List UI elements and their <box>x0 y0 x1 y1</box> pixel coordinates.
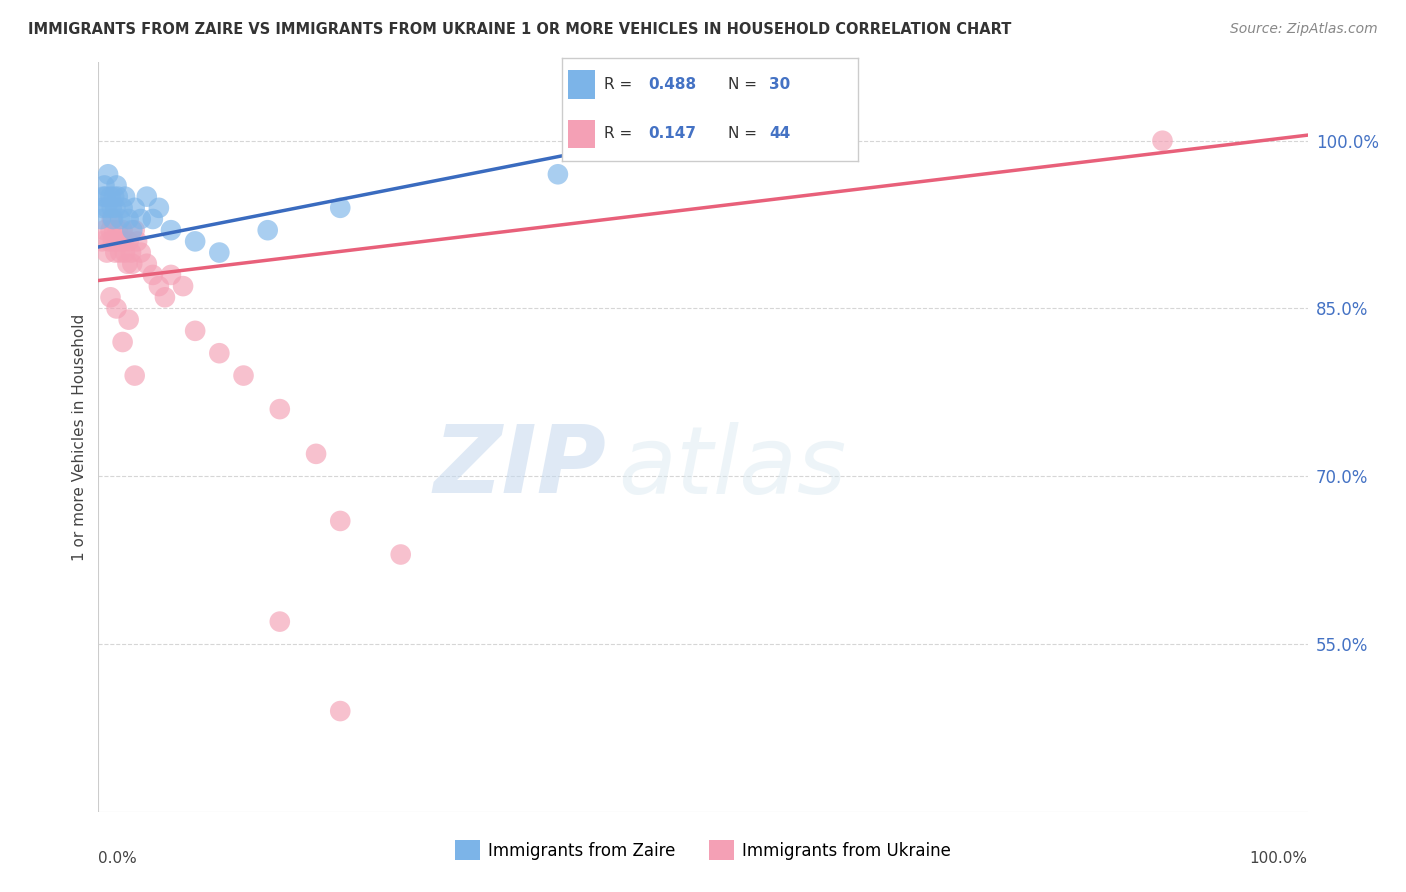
Text: ZIP: ZIP <box>433 421 606 513</box>
Text: 0.147: 0.147 <box>648 127 696 142</box>
Point <box>100 212 122 227</box>
Point <box>94 189 117 203</box>
Point <box>547 167 569 181</box>
Point <box>269 615 291 629</box>
Point <box>124 368 146 383</box>
Point <box>108 245 131 260</box>
Point <box>124 223 146 237</box>
Point <box>232 368 254 383</box>
Text: atlas: atlas <box>619 422 846 513</box>
Point <box>101 212 124 227</box>
Point <box>142 212 165 227</box>
Point <box>127 235 149 249</box>
Point <box>129 245 152 260</box>
Point <box>121 223 143 237</box>
Point <box>118 212 141 227</box>
FancyBboxPatch shape <box>568 120 595 148</box>
Point <box>100 290 122 304</box>
Point <box>160 223 183 237</box>
Point <box>142 268 165 282</box>
Text: IMMIGRANTS FROM ZAIRE VS IMMIGRANTS FROM UKRAINE 1 OR MORE VEHICLES IN HOUSEHOLD: IMMIGRANTS FROM ZAIRE VS IMMIGRANTS FROM… <box>28 22 1011 37</box>
Point <box>148 201 170 215</box>
Point <box>96 201 118 215</box>
Point <box>148 279 170 293</box>
Point <box>105 178 128 193</box>
Point <box>153 290 176 304</box>
Text: N =: N = <box>728 127 762 142</box>
Point <box>111 334 134 349</box>
Point <box>105 301 128 316</box>
Point <box>101 235 124 249</box>
Point <box>100 223 122 237</box>
Point <box>97 167 120 181</box>
Text: R =: R = <box>603 127 637 142</box>
Point <box>108 212 131 227</box>
Point <box>103 223 125 237</box>
Point <box>98 235 121 249</box>
Point <box>135 257 157 271</box>
Point <box>108 235 131 249</box>
Point <box>172 279 194 293</box>
Point <box>184 235 207 249</box>
Point <box>100 201 122 215</box>
Point <box>329 704 352 718</box>
Point <box>114 189 136 203</box>
Point <box>208 245 231 260</box>
Text: 44: 44 <box>769 127 790 142</box>
Text: 0.488: 0.488 <box>648 77 696 92</box>
Point <box>124 201 146 215</box>
Point <box>105 235 128 249</box>
Y-axis label: 1 or more Vehicles in Household: 1 or more Vehicles in Household <box>72 313 87 561</box>
FancyBboxPatch shape <box>568 70 595 99</box>
Point <box>118 312 141 326</box>
Text: Source: ZipAtlas.com: Source: ZipAtlas.com <box>1230 22 1378 37</box>
Text: 0.0%: 0.0% <box>98 851 138 866</box>
Point <box>329 201 352 215</box>
Point <box>129 212 152 227</box>
Text: R =: R = <box>603 77 637 92</box>
Point <box>104 245 127 260</box>
Legend: Immigrants from Zaire, Immigrants from Ukraine: Immigrants from Zaire, Immigrants from U… <box>449 833 957 867</box>
Point <box>120 245 142 260</box>
Point <box>305 447 328 461</box>
Point <box>104 201 127 215</box>
Point <box>91 189 114 203</box>
Point <box>90 212 112 227</box>
Point <box>184 324 207 338</box>
Point <box>103 189 125 203</box>
Point <box>93 178 115 193</box>
Point <box>118 235 141 249</box>
Point <box>256 223 278 237</box>
Point <box>1152 134 1174 148</box>
Point <box>93 223 115 237</box>
Point <box>208 346 231 360</box>
Point <box>121 257 143 271</box>
Point <box>389 548 412 562</box>
Text: 30: 30 <box>769 77 790 92</box>
Text: 100.0%: 100.0% <box>1250 851 1308 866</box>
Point <box>111 201 134 215</box>
Point <box>107 189 129 203</box>
Point <box>100 189 122 203</box>
Point <box>112 235 135 249</box>
Point <box>329 514 352 528</box>
Point <box>91 201 114 215</box>
Point <box>91 235 114 249</box>
Point <box>111 223 134 237</box>
Point <box>117 257 139 271</box>
Point <box>96 245 118 260</box>
Point <box>269 402 291 417</box>
Text: N =: N = <box>728 77 762 92</box>
Point <box>160 268 183 282</box>
Point <box>135 189 157 203</box>
Point <box>114 245 136 260</box>
Point <box>107 223 129 237</box>
